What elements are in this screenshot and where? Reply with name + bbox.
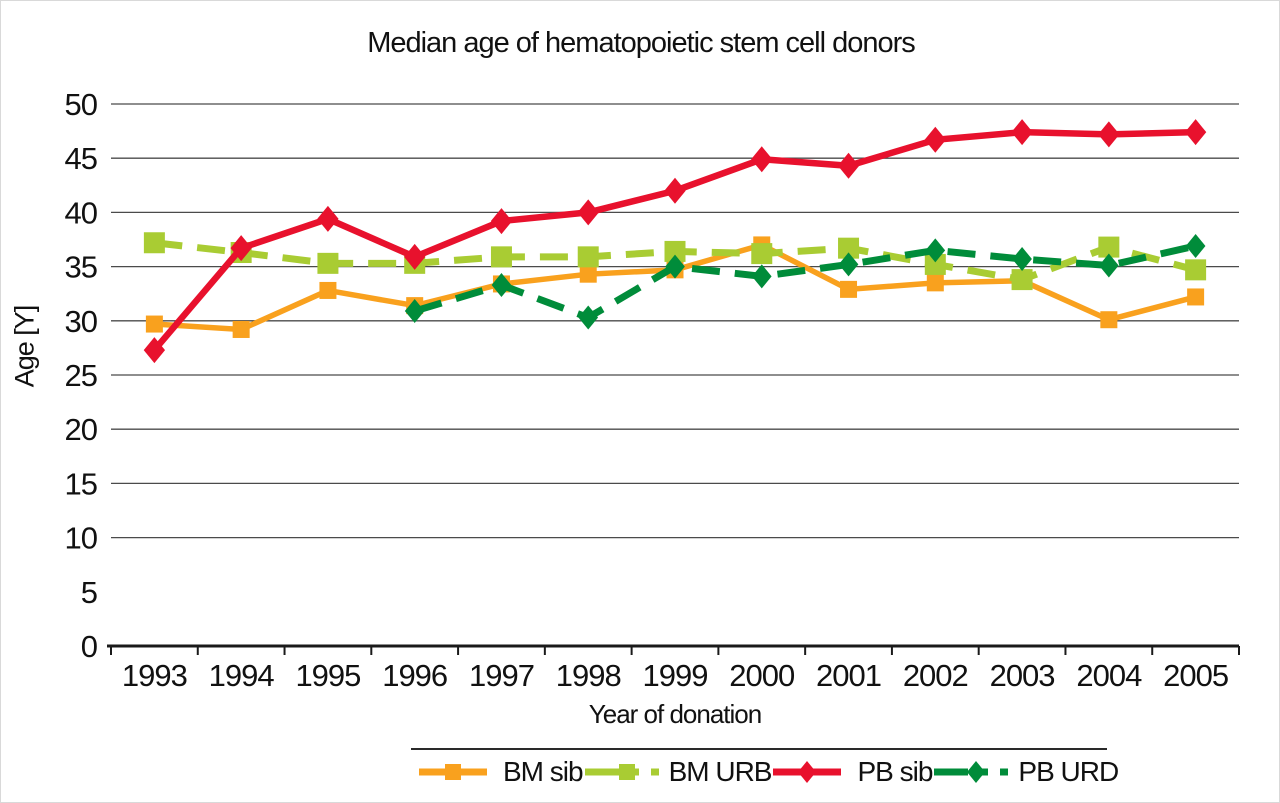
marker-square: [143, 232, 165, 254]
y-tick-labels: 0 5 10 15 20 25 30 35 40 45 50: [65, 87, 99, 664]
marker-square: [319, 281, 337, 299]
legend-item-pb-urd: PB URD: [932, 756, 1119, 788]
series-pb-sib: [143, 119, 1207, 364]
y-tick-label: 0: [81, 629, 98, 664]
x-tick-label: 2001: [816, 658, 881, 693]
legend-item-bm-sib: BM sib: [417, 756, 584, 788]
marker-square: [924, 253, 946, 275]
legend-marker-bm-urb: [584, 764, 659, 780]
marker-square: [664, 240, 686, 262]
marker-square: [840, 280, 858, 298]
marker-diamond: [1185, 234, 1206, 259]
legend-item-bm-urb: BM URB: [583, 756, 772, 788]
marker-square: [577, 246, 599, 268]
marker-square: [618, 764, 635, 780]
marker-square: [579, 265, 597, 283]
marker-diamond: [490, 208, 513, 235]
marker-square: [838, 237, 860, 259]
marker-diamond: [664, 177, 686, 204]
marker-diamond: [578, 305, 599, 330]
x-tick-label: 1996: [382, 658, 447, 693]
legend-marker-pb-sib: [773, 761, 842, 783]
x-tick-label: 2004: [1076, 658, 1142, 693]
marker-diamond: [924, 126, 946, 153]
marker-square: [926, 274, 944, 292]
marker-square: [1011, 269, 1033, 291]
marker-diamond: [665, 254, 685, 279]
y-tick-label: 45: [65, 141, 97, 176]
y-tick-label: 25: [65, 358, 97, 393]
chart-title: Median age of hematopoietic stem cell do…: [367, 27, 916, 59]
marker-square: [1187, 288, 1205, 306]
legend-marker-bm-sib: [419, 764, 487, 780]
y-tick-label: 35: [65, 250, 97, 285]
x-tick-label: 2003: [990, 658, 1055, 693]
marker-diamond: [798, 761, 817, 783]
legend-item-pb-sib: PB sib: [771, 756, 933, 788]
series-line: [413, 242, 1197, 322]
marker-diamond: [751, 264, 772, 289]
marker-diamond: [837, 152, 860, 179]
marker-diamond: [491, 273, 512, 298]
x-tick-label: 1995: [295, 658, 360, 693]
legend-label: BM URB: [668, 756, 773, 787]
marker-square: [445, 764, 461, 780]
marker-diamond: [577, 199, 599, 226]
x-tick-label: 2005: [1163, 658, 1228, 693]
legend-label: PB URD: [1018, 756, 1119, 787]
marker-diamond: [838, 252, 859, 277]
x-tick-label: 1997: [469, 658, 534, 693]
marker-diamond: [967, 761, 986, 783]
marker-diamond: [925, 238, 946, 263]
x-tick-label: 1999: [643, 658, 708, 693]
marker-square: [317, 252, 339, 274]
legend-marker-pb-urd: [934, 761, 1009, 783]
marker-square: [751, 243, 773, 265]
marker-diamond: [1011, 119, 1033, 146]
series-pb-urd: [404, 234, 1206, 330]
marker-square: [1100, 311, 1118, 329]
marker-diamond: [751, 146, 773, 173]
x-axis-title: Year of donation: [588, 699, 762, 729]
y-tick-label: 50: [65, 87, 98, 122]
marker-square: [1098, 236, 1120, 258]
marker-diamond: [1099, 253, 1119, 278]
gridlines: [111, 103, 1239, 539]
marker-diamond: [1012, 247, 1032, 272]
marker-diamond: [230, 235, 252, 262]
x-axis: [107, 644, 1240, 655]
marker-square: [145, 315, 163, 333]
marker-diamond: [404, 299, 425, 324]
y-tick-label: 5: [81, 575, 97, 610]
x-tick-label: 1993: [122, 658, 187, 693]
marker-diamond: [404, 243, 426, 270]
marker-square: [1185, 259, 1207, 281]
legend-label: BM sib: [503, 756, 584, 787]
marker-square: [232, 320, 250, 338]
legend: BM sib BM URB PB sib PB URD: [411, 748, 1119, 788]
y-tick-label: 20: [65, 412, 98, 447]
x-tick-label: 2000: [729, 658, 795, 693]
x-tick-label: 1994: [209, 658, 275, 693]
x-tick-label: 1998: [556, 658, 621, 693]
x-tick-label: 2002: [903, 658, 968, 693]
marker-diamond: [1098, 121, 1120, 148]
y-tick-label: 15: [65, 466, 97, 501]
y-tick-label: 30: [65, 304, 98, 339]
marker-square: [490, 246, 512, 268]
y-tick-label: 10: [65, 521, 98, 556]
marker-diamond: [1184, 119, 1207, 146]
legend-label: PB sib: [857, 756, 933, 787]
marker-diamond: [317, 205, 339, 232]
y-tick-label: 40: [65, 195, 98, 230]
x-tick-labels: 1993 1994 1995 1996 1997 1998 1999 2000 2001 2002…: [122, 658, 1229, 693]
marker-diamond: [143, 337, 166, 364]
